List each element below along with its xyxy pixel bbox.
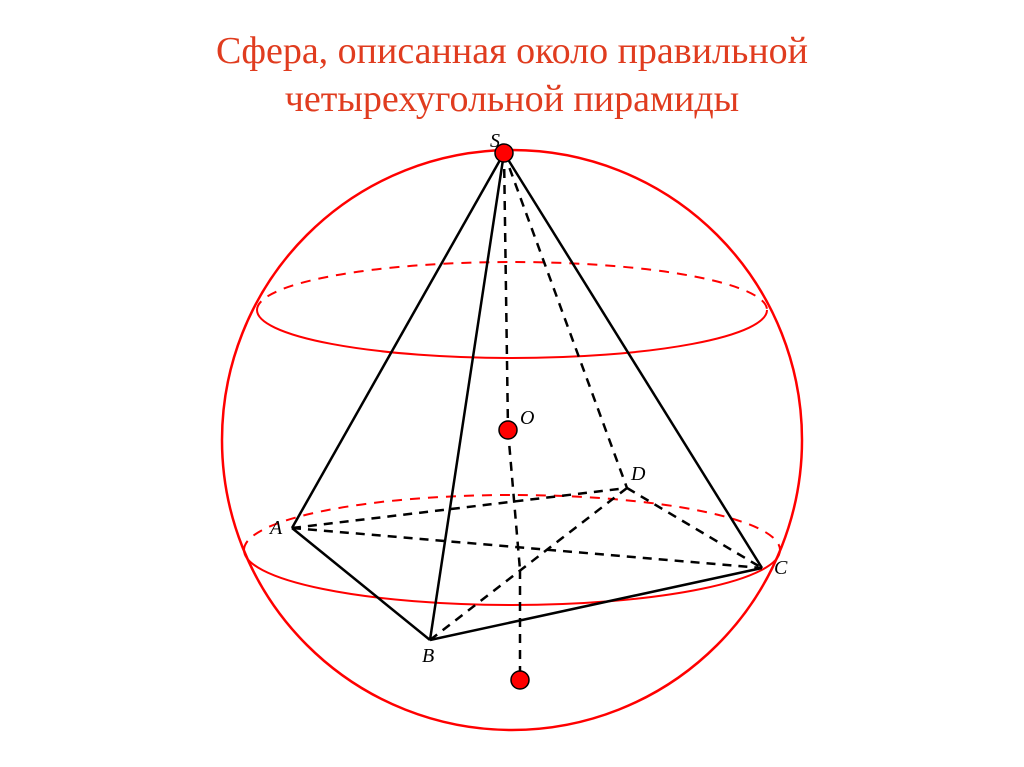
page-title: Сфера, описанная около правильной четыре… [0,0,1024,123]
latitude-upper-back [257,262,767,310]
title-line-1: Сфера, описанная около правильной [0,28,1024,76]
title-line-2: четырехугольной пирамиды [0,76,1024,124]
edge-dashed-A-C [292,528,762,568]
edge-solid-A-B [292,528,430,640]
point-label-O: O [520,407,534,429]
edge-dashed-D-C [627,488,762,568]
point-label-C: C [774,557,788,579]
latitude-lower-back [244,495,780,550]
point-dot-Bottom [511,671,529,689]
edge-solid-S-B [430,153,504,640]
latitude-upper-front [257,310,767,358]
edge-solid-S-C [504,153,762,568]
edge-solid-S-A [292,153,504,528]
sphere-pyramid-diagram: S A B C D O [192,130,832,750]
edge-dashed-S-O [504,153,508,430]
point-label-B: B [422,645,434,667]
sphere-outline [222,150,802,730]
point-label-A: A [268,517,283,539]
point-dot-O [499,421,517,439]
point-label-S: S [490,130,500,152]
point-label-D: D [630,463,646,485]
edge-dashed-B-D [430,488,627,640]
diagram-container: S A B C D O [192,130,832,750]
